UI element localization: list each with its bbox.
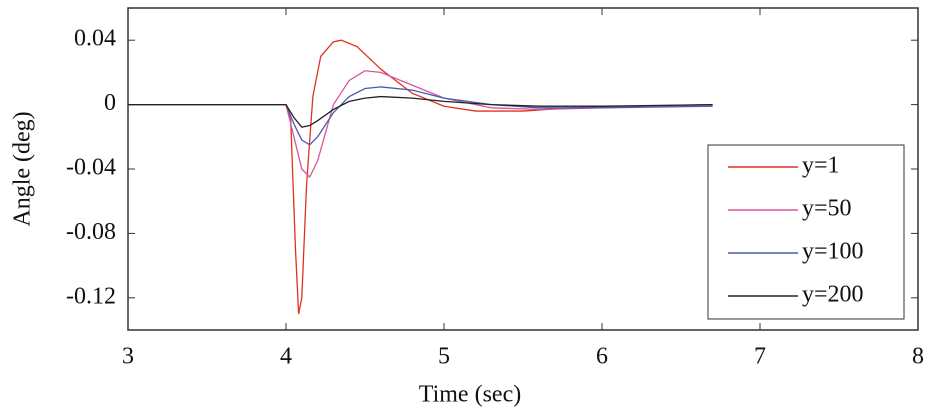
y-tick-label: -0.04 — [66, 155, 116, 181]
x-tick-label: 5 — [438, 344, 450, 370]
y-tick-label: 0 — [104, 90, 116, 116]
y-tick-label: -0.12 — [66, 283, 116, 309]
series-line — [128, 87, 713, 145]
x-tick-label: 3 — [122, 344, 134, 370]
y-tick-label: -0.08 — [66, 219, 116, 245]
legend-label: y=1 — [802, 153, 840, 179]
legend-label: y=100 — [802, 239, 864, 265]
series-line — [128, 97, 713, 128]
legend-label: y=50 — [802, 196, 852, 222]
x-tick-label: 6 — [596, 344, 608, 370]
x-axis-label: Time (sec) — [419, 382, 521, 408]
legend-label: y=200 — [802, 282, 864, 308]
x-tick-label: 4 — [280, 344, 292, 370]
y-tick-label: 0.04 — [74, 26, 116, 52]
x-tick-label: 7 — [754, 344, 766, 370]
chart: Time (sec) Angle (deg) 3 4 5 6 7 8 -0.12 -0.08 -… — [0, 0, 926, 412]
series-line — [128, 40, 713, 314]
x-tick-label: 8 — [912, 344, 924, 370]
y-axis-label: Angle (deg) — [10, 111, 36, 226]
series-line — [128, 71, 713, 177]
